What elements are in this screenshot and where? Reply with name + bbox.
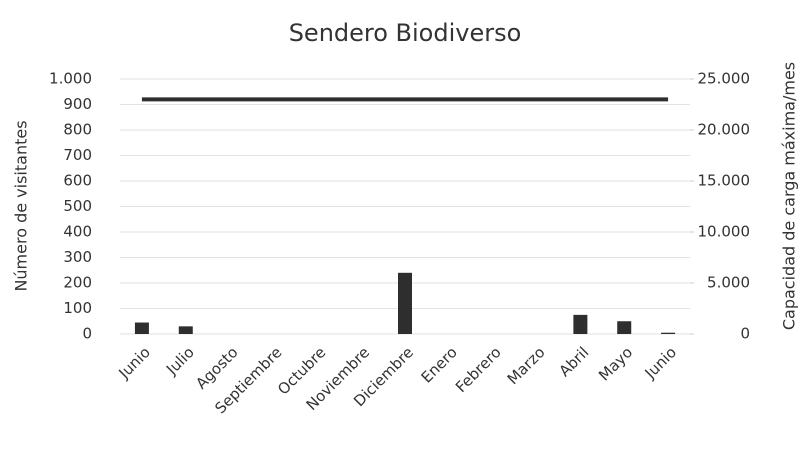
y-tick-label: 700 [63,146,92,164]
x-tick-label: Febrero [452,343,505,396]
bar [398,272,412,334]
y2-tick-label: 15.000 [698,172,751,190]
y-tick-label: 500 [63,197,92,215]
bar [134,322,149,334]
bar [573,314,588,334]
x-tick-label: Abril [555,343,592,380]
y2-tick-label: 25.000 [698,70,751,88]
x-tick-label: Marzo [504,343,549,388]
y-tick-label: 400 [63,223,92,241]
y-axis-label: Número de visitantes [12,120,31,291]
y-tick-label: 600 [63,172,92,190]
y2-tick-label: 5.000 [707,274,750,292]
bar [178,326,193,334]
y2-tick-label: 20.000 [698,121,751,139]
y-tick-label: 300 [63,248,92,266]
x-tick-label: Junio [114,343,153,382]
y-tick-label: 1.000 [49,70,92,88]
x-tick-label: Mayo [595,343,636,384]
chart-title: Sendero Biodiverso [289,19,522,47]
y-tick-label: 900 [63,95,92,113]
y-tick-label: 800 [63,121,92,139]
y2-axis-label: Capacidad de carga máxima/mes [780,62,799,330]
bar [661,332,676,334]
y-tick-label: 200 [63,274,92,292]
bar [617,321,632,334]
y2-tick-label: 0 [740,325,750,343]
y-tick-label: 0 [82,325,92,343]
x-tick-label: Julio [162,343,198,379]
x-tick-label: Junio [641,343,680,382]
y-tick-label: 100 [63,299,92,317]
y2-tick-label: 10.000 [698,223,751,241]
